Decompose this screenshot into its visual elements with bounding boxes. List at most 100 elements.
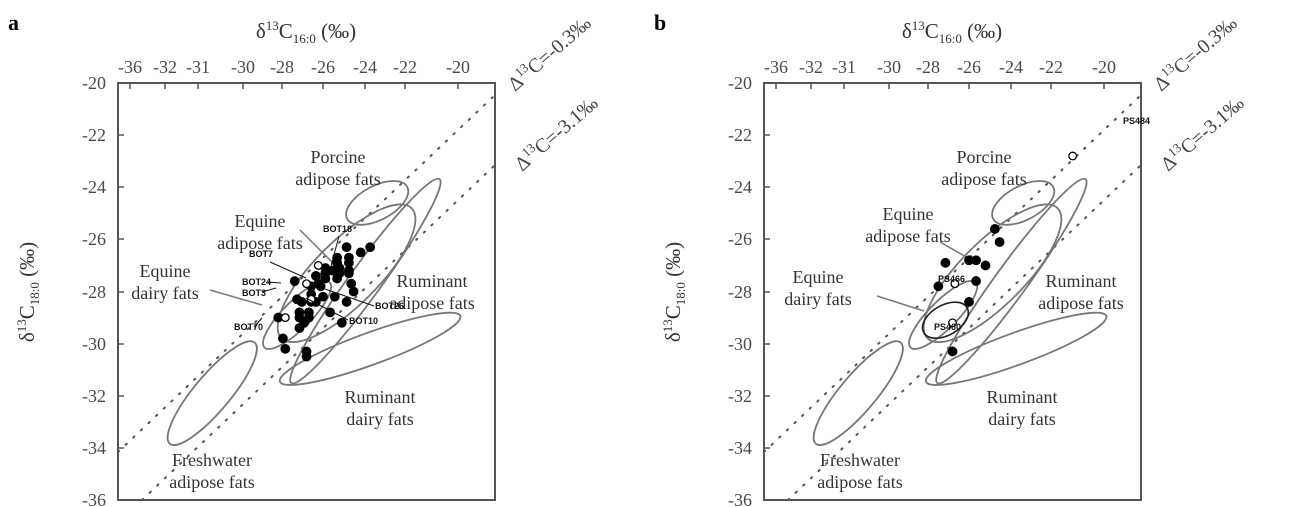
region-label: Ruminant adipose fats bbox=[389, 271, 474, 313]
sample-leader-line bbox=[261, 287, 277, 293]
x-tick-label: -30 bbox=[231, 57, 255, 77]
region-ellipse bbox=[924, 311, 1108, 386]
y-tick-label: -30 bbox=[82, 334, 106, 354]
sample-leader-line bbox=[305, 297, 349, 321]
region-ellipse bbox=[166, 340, 258, 446]
region-label: Freshwater adipose fats bbox=[817, 450, 902, 492]
x-axis-title: δ13C16:0 (‰) bbox=[256, 18, 356, 46]
region-leader-line bbox=[876, 295, 925, 312]
data-point-filled bbox=[940, 257, 951, 268]
x-tick-label: -22 bbox=[393, 57, 417, 77]
region-label: Ruminant adipose fats bbox=[1038, 271, 1123, 313]
chart-panel-a: a -36 -32 -31 -30 -28 -26 -24 -22 -20 -20 -22 -24 -26… bbox=[8, 10, 602, 507]
reference-line-label: Δ13C=-0.3‰ bbox=[1148, 10, 1241, 96]
region-ellipse bbox=[812, 340, 904, 446]
x-tick-label: -31 bbox=[186, 57, 210, 77]
sample-label: PS484 bbox=[1123, 116, 1150, 126]
y-tick-label: -20 bbox=[728, 73, 752, 93]
y-tick-label: -32 bbox=[728, 386, 752, 406]
x-tick-label: -36 bbox=[118, 57, 142, 77]
sample-label: BOT18 bbox=[323, 224, 352, 234]
x-tick-label: -24 bbox=[353, 57, 377, 77]
region-label: Equine dairy fats bbox=[784, 267, 851, 309]
sample-label: BOT26 bbox=[375, 301, 404, 311]
data-point-filled bbox=[964, 297, 974, 307]
sample-label: BOT24 bbox=[242, 277, 271, 287]
panel-letter: b bbox=[654, 10, 666, 35]
x-tick-label: -26 bbox=[957, 57, 981, 77]
data-point-filled bbox=[296, 297, 307, 307]
region-leader-line bbox=[939, 241, 969, 259]
region-ellipse bbox=[278, 311, 462, 386]
region-ellipse bbox=[345, 180, 410, 226]
region-label: Freshwater adipose fats bbox=[169, 450, 254, 492]
data-point-filled bbox=[301, 351, 312, 362]
data-point-filled bbox=[348, 286, 359, 297]
region-label: Equine adipose fats bbox=[865, 204, 950, 246]
data-point-filled bbox=[318, 291, 328, 302]
reference-line-label: Δ13C=-0.3‰ bbox=[502, 10, 595, 96]
reference-line-label: Δ13C=-3.1‰ bbox=[1155, 90, 1248, 176]
reference-line-label: Δ13C=-3.1‰ bbox=[509, 90, 602, 176]
sample-leader-line bbox=[330, 235, 340, 267]
region-label: Porcine adipose fats bbox=[941, 147, 1026, 189]
data-point-filled bbox=[278, 333, 288, 344]
y-tick-label: -26 bbox=[728, 229, 752, 249]
data-point-filled bbox=[971, 255, 981, 266]
x-tick-label: -20 bbox=[446, 57, 470, 77]
sample-label: PS460 bbox=[934, 322, 961, 332]
data-point-open bbox=[950, 279, 960, 289]
sample-label: PS466 bbox=[938, 274, 965, 284]
data-point-filled bbox=[365, 242, 376, 253]
sample-group-ellipse bbox=[921, 301, 970, 339]
y-tick-label: -34 bbox=[728, 438, 752, 458]
reference-line bbox=[764, 94, 1141, 453]
data-point-filled bbox=[336, 317, 347, 328]
sample-label: BOT10 bbox=[349, 316, 378, 326]
x-tick-label: -24 bbox=[999, 57, 1023, 77]
y-tick-label: -32 bbox=[82, 386, 106, 406]
data-point-filled bbox=[332, 273, 343, 284]
x-tick-label: -26 bbox=[311, 57, 335, 77]
sample-leader-line bbox=[324, 288, 375, 307]
region-ellipse bbox=[935, 177, 1088, 385]
data-point-open bbox=[948, 318, 957, 328]
data-point-filled bbox=[341, 297, 352, 307]
y-tick-label: -26 bbox=[82, 229, 106, 249]
x-tick-label: -28 bbox=[916, 57, 940, 77]
reference-line bbox=[118, 94, 495, 453]
data-point-filled bbox=[933, 281, 944, 292]
sample-leader-line bbox=[267, 281, 282, 284]
data-point-filled bbox=[325, 307, 335, 318]
data-point-filled bbox=[280, 343, 291, 354]
y-tick-label: -24 bbox=[82, 177, 106, 197]
region-label: Ruminant dairy fats bbox=[345, 387, 416, 429]
x-tick-label: -31 bbox=[832, 57, 856, 77]
sample-leader-line bbox=[269, 261, 307, 279]
y-tick-label: -20 bbox=[82, 73, 106, 93]
y-tick-label: -36 bbox=[82, 490, 106, 507]
y-tick-label: -34 bbox=[82, 438, 106, 458]
region-label: Porcine adipose fats bbox=[295, 147, 380, 189]
region-label: Equine dairy fats bbox=[131, 261, 198, 303]
x-tick-label: -20 bbox=[1092, 57, 1116, 77]
reference-line bbox=[787, 164, 1141, 500]
data-point-filled bbox=[315, 281, 326, 292]
sample-leader-line bbox=[253, 317, 263, 328]
region-label: Ruminant dairy fats bbox=[987, 387, 1058, 429]
panel-letter: a bbox=[8, 10, 19, 35]
region-ellipse bbox=[991, 180, 1056, 226]
data-point-filled bbox=[344, 268, 354, 279]
data-point-filled bbox=[294, 323, 305, 333]
data-point-filled bbox=[341, 242, 352, 253]
data-point-filled bbox=[947, 346, 958, 357]
x-tick-label: -28 bbox=[270, 57, 294, 77]
data-point-filled bbox=[994, 237, 1005, 247]
y-tick-label: -24 bbox=[728, 177, 752, 197]
chart-panel-b: b -36 -32 -31 -30 -28 -26 -24 -22 -20 -20 -22 -24 -26… bbox=[654, 10, 1248, 507]
data-point-filled bbox=[320, 273, 331, 284]
data-point-open bbox=[280, 313, 290, 323]
sample-label: BOT3 bbox=[242, 288, 266, 298]
x-tick-label: -32 bbox=[153, 57, 177, 77]
y-tick-label: -22 bbox=[728, 125, 752, 145]
